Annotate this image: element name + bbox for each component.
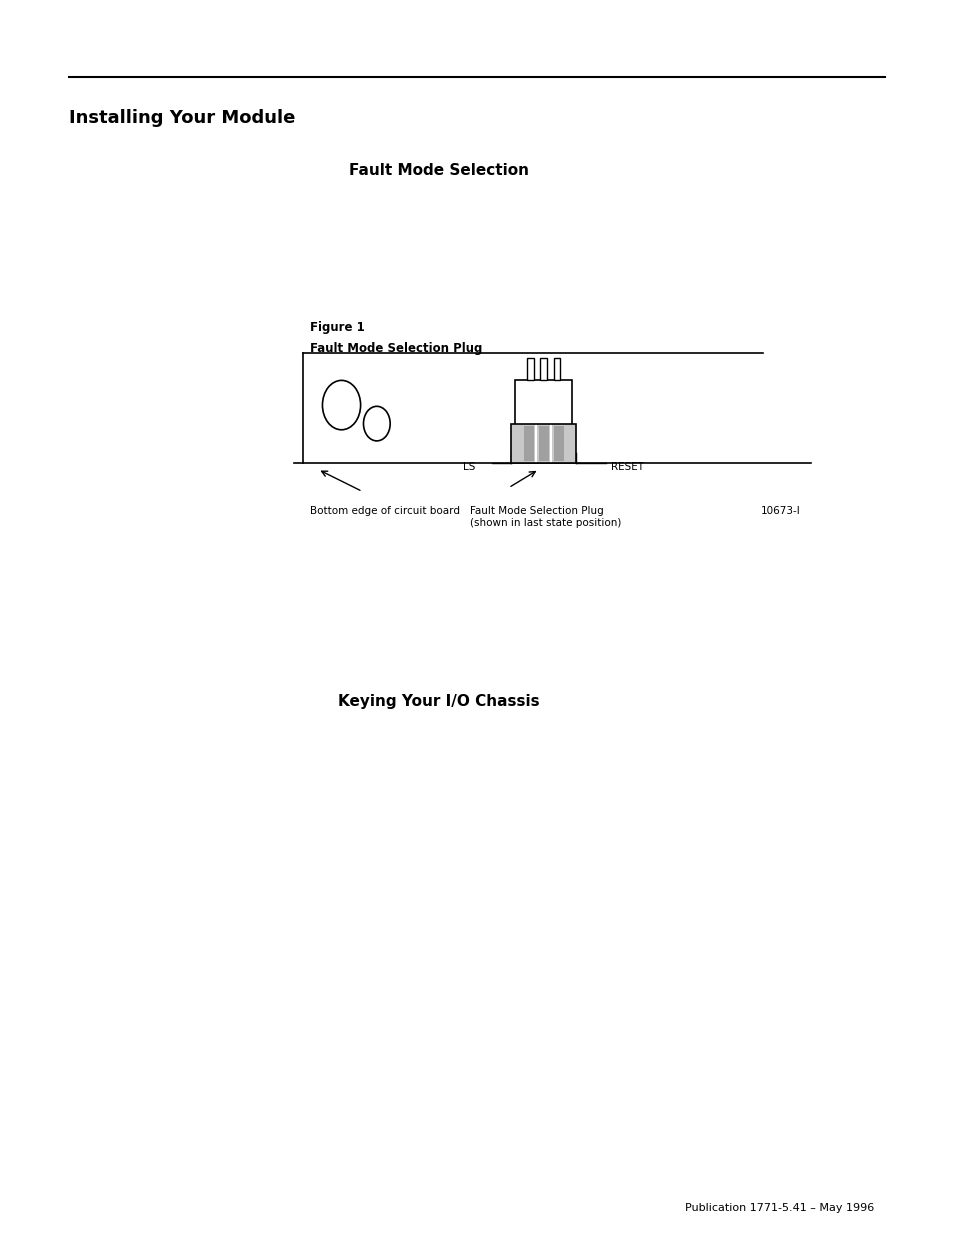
Text: Publication 1771-5.41 – May 1996: Publication 1771-5.41 – May 1996 bbox=[684, 1203, 873, 1213]
Text: LS: LS bbox=[462, 462, 475, 472]
Bar bbox=[511, 424, 576, 463]
Circle shape bbox=[363, 406, 390, 441]
Bar bbox=[526, 358, 534, 380]
Bar bbox=[539, 358, 546, 380]
Text: Keying Your I/O Chassis: Keying Your I/O Chassis bbox=[337, 694, 539, 709]
Bar bbox=[553, 358, 559, 380]
Text: Figure 1: Figure 1 bbox=[310, 321, 364, 335]
Text: Fault Mode Selection Plug
(shown in last state position): Fault Mode Selection Plug (shown in last… bbox=[470, 506, 621, 527]
Text: Installing Your Module: Installing Your Module bbox=[69, 109, 294, 127]
Text: RESET: RESET bbox=[610, 462, 643, 472]
Text: Bottom edge of circuit board: Bottom edge of circuit board bbox=[310, 506, 459, 516]
Bar bbox=[523, 426, 533, 461]
Text: 10673-I: 10673-I bbox=[760, 506, 800, 516]
Bar bbox=[554, 426, 563, 461]
Circle shape bbox=[322, 380, 360, 430]
Bar bbox=[515, 380, 572, 427]
Bar bbox=[538, 426, 548, 461]
Text: Fault Mode Selection Plug: Fault Mode Selection Plug bbox=[310, 342, 482, 356]
Text: Fault Mode Selection: Fault Mode Selection bbox=[349, 163, 528, 178]
